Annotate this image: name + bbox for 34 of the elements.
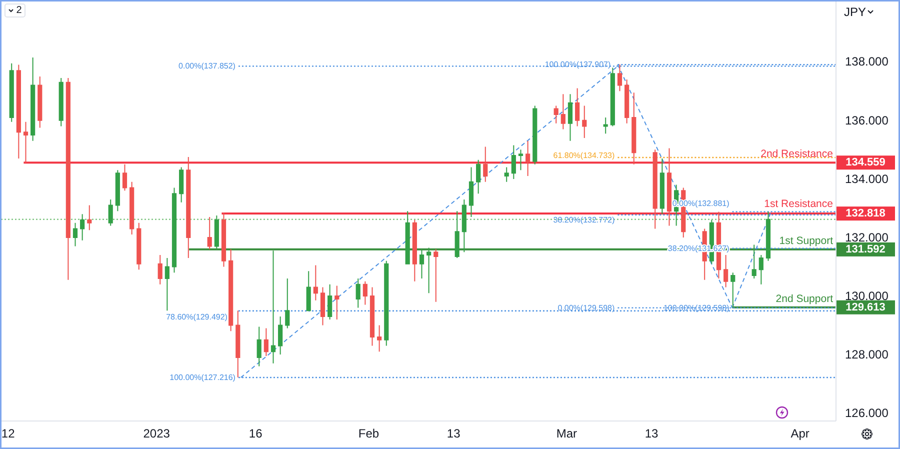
x-tick-label: 13 (446, 426, 461, 441)
series-label: 61.80%(134.733) (553, 151, 615, 160)
x-tick-label: Feb (358, 426, 380, 441)
series-label: 1st Resistance (764, 198, 834, 210)
series-label: 78.60%(129.492) (166, 312, 228, 322)
series-label: 38.20%(131.627) (668, 244, 730, 253)
x-tick-label: 2023 (143, 426, 170, 441)
series-label: 0.00%(137.852) (178, 62, 236, 71)
y-axis-title: JPY (844, 5, 866, 19)
y-tick-label: 128.000 (845, 347, 889, 362)
data-label: 134.559 (846, 156, 886, 169)
data-label: 131.592 (846, 243, 886, 256)
y-tick-label: 136.000 (845, 113, 889, 128)
y-tick-label: 138.000 (845, 54, 889, 69)
series-label: 2nd Support (776, 292, 834, 305)
annotation: 2 (16, 5, 22, 16)
series-label: 38.20%(132.772) (553, 215, 615, 224)
annotation: 100.00%(129.598) (663, 303, 730, 312)
series-label: 100.00%(127.216) (170, 373, 236, 382)
series-label: 0.00%(129.598) (558, 303, 615, 312)
x-tick-label: 13 (644, 426, 659, 441)
x-tick-label: Mar (556, 426, 578, 441)
data-label: 129.613 (846, 301, 886, 314)
x-tick-label: Apr (790, 426, 810, 441)
y-tick-label: 134.000 (845, 172, 889, 186)
y-tick-label: 130.000 (845, 288, 889, 303)
series-label: 1st Support (779, 234, 834, 247)
x-tick-label: 12 (1, 426, 16, 441)
series-label: 100.00%(137.907) (544, 60, 612, 70)
y-tick-label: 132.000 (845, 230, 889, 244)
data-label: 132.818 (846, 208, 886, 220)
y-tick-label: 126.000 (845, 406, 889, 420)
series-label: 2nd Resistance (760, 148, 834, 160)
x-tick-label: 16 (248, 426, 263, 441)
